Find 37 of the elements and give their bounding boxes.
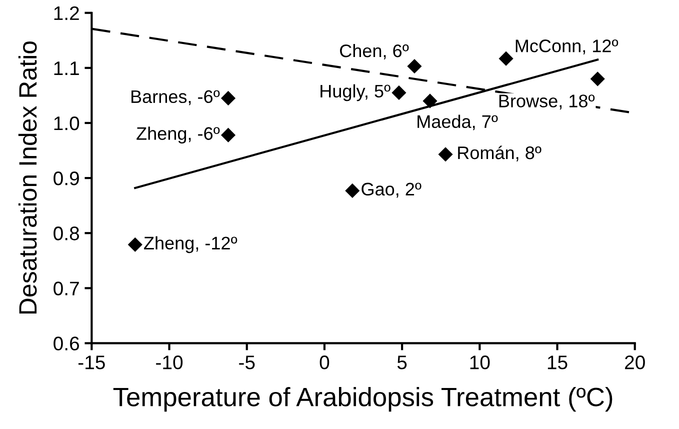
point <box>220 128 236 142</box>
x-tick-label: -10 <box>156 356 183 370</box>
x-tick-label: 20 <box>625 356 645 370</box>
annotation: Gao, 2º <box>362 182 422 198</box>
x-tick-label: 5 <box>397 356 407 370</box>
annotation: Chen, 6º <box>340 44 409 60</box>
y-tick-label: 0.8 <box>54 226 80 240</box>
y-tick-label: 1.2 <box>54 6 79 20</box>
y-axis-title: Desaturation Index Ratio <box>18 41 37 314</box>
point <box>438 147 453 162</box>
annotation: Zheng, -6º <box>136 126 220 144</box>
annotation: Browse, 18º <box>499 94 595 110</box>
point <box>392 85 406 100</box>
point <box>407 58 422 74</box>
annotation: Zheng, -12º <box>144 236 238 254</box>
annotation: Hugly, 5º <box>320 84 390 102</box>
point <box>498 51 514 66</box>
y-tick-label: 1.1 <box>54 62 79 75</box>
y-tick-label: 0.6 <box>54 336 80 350</box>
x-tick-label: 0 <box>320 356 330 370</box>
x-axis-title: Temperature of Arabidopsis Treatment (ºC) <box>113 387 612 412</box>
y-tick-label: 0.7 <box>54 282 79 296</box>
x-tick-label: -15 <box>78 356 105 370</box>
annotation: Román, 8º <box>458 146 542 162</box>
point <box>128 237 142 252</box>
x-tick-label: -5 <box>239 356 255 370</box>
annotation: Maeda, 7º <box>418 114 498 130</box>
y-tick-label: 1.0 <box>54 116 80 130</box>
annotation: Barnes, -6º <box>132 90 220 106</box>
point <box>590 72 605 86</box>
annotation: McConn, 12º <box>516 40 618 54</box>
y-tick-label: 0.9 <box>54 172 79 186</box>
point <box>345 183 360 198</box>
x-tick-label: 10 <box>470 356 490 370</box>
x-tick-label: 15 <box>548 356 568 370</box>
point <box>422 94 438 108</box>
point <box>220 90 236 106</box>
